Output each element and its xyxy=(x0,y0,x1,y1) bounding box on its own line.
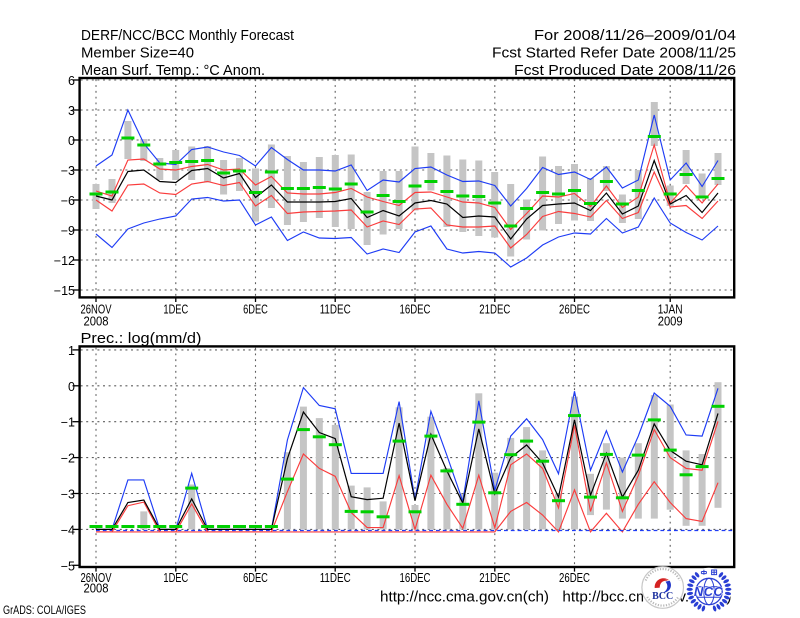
svg-text:11DEC: 11DEC xyxy=(320,571,351,585)
svg-text:3: 3 xyxy=(68,104,75,118)
svg-text:1: 1 xyxy=(68,344,75,358)
svg-text:6DEC: 6DEC xyxy=(243,571,268,585)
svg-text:1JAN: 1JAN xyxy=(658,303,683,317)
svg-text:2009: 2009 xyxy=(658,314,683,328)
svg-text:−1: −1 xyxy=(61,416,75,430)
svg-text:0: 0 xyxy=(68,380,75,394)
svg-text:For 2008/11/26–2009/01/04: For 2008/11/26–2009/01/04 xyxy=(534,27,736,44)
svg-text:−4: −4 xyxy=(61,523,75,537)
svg-text:Member Size=40: Member Size=40 xyxy=(81,45,194,62)
svg-text:−5: −5 xyxy=(61,559,75,573)
svg-text:−6: −6 xyxy=(61,194,75,208)
svg-text:NCC: NCC xyxy=(694,584,724,599)
svg-text:http://ncc.cma.gov.cn(ch): http://ncc.cma.gov.cn(ch) xyxy=(380,590,549,606)
svg-text:2008: 2008 xyxy=(84,314,109,328)
svg-text:−15: −15 xyxy=(54,284,75,298)
svg-text:−2: −2 xyxy=(61,452,75,466)
svg-text:−9: −9 xyxy=(61,224,75,238)
svg-text:21DEC: 21DEC xyxy=(479,303,510,317)
svg-text:26DEC: 26DEC xyxy=(559,571,590,585)
svg-text:−3: −3 xyxy=(61,164,75,178)
svg-text:11DEC: 11DEC xyxy=(320,303,351,317)
svg-text:21DEC: 21DEC xyxy=(479,571,510,585)
svg-text:16DEC: 16DEC xyxy=(400,571,431,585)
svg-text:Mean Surf. Temp.: °C Anom.: Mean Surf. Temp.: °C Anom. xyxy=(81,62,265,79)
svg-text:−3: −3 xyxy=(61,488,75,502)
svg-text:DERF/NCC/BCC Monthly Forecast: DERF/NCC/BCC Monthly Forecast xyxy=(81,27,295,44)
svg-text:Fcst Produced Date 2008/11/26: Fcst Produced Date 2008/11/26 xyxy=(514,62,736,79)
svg-text:2008: 2008 xyxy=(84,581,109,595)
svg-text:26DEC: 26DEC xyxy=(559,303,590,317)
svg-text:−12: −12 xyxy=(54,254,75,268)
svg-text:26NOV: 26NOV xyxy=(81,571,112,585)
svg-text:Fcst Started Refer Date 2008/1: Fcst Started Refer Date 2008/11/25 xyxy=(492,45,736,62)
svg-text:BCC: BCC xyxy=(652,591,673,602)
svg-text:Prec.: log(mm/d): Prec.: log(mm/d) xyxy=(81,330,202,347)
svg-text:0: 0 xyxy=(68,134,75,148)
svg-text:6DEC: 6DEC xyxy=(243,303,268,317)
svg-text:1DEC: 1DEC xyxy=(163,303,188,317)
svg-text:GrADS: COLA/IGES: GrADS: COLA/IGES xyxy=(3,603,86,617)
svg-text:6: 6 xyxy=(68,74,75,88)
svg-text:16DEC: 16DEC xyxy=(400,303,431,317)
svg-text:26NOV: 26NOV xyxy=(81,303,112,317)
svg-text:1DEC: 1DEC xyxy=(163,571,188,585)
